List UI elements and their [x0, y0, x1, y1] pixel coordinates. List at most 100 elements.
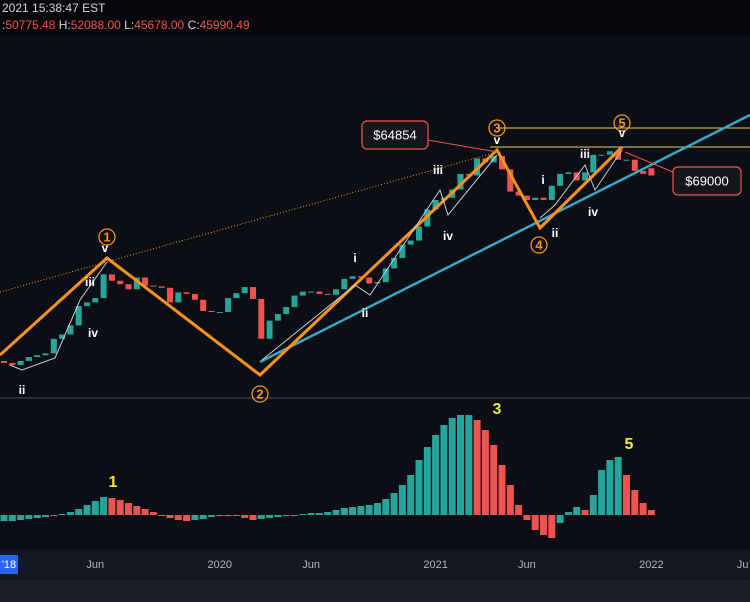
ohlc-label: C:: [188, 18, 200, 32]
histogram-bar: [531, 515, 539, 530]
time-axis: [0, 550, 750, 580]
candle: [382, 268, 389, 283]
header-ohlc: :50775.48 H:52088.00 L:45678.00 C:45990.…: [2, 18, 250, 32]
candle: [200, 299, 207, 311]
oscillator-label: 1: [109, 474, 118, 491]
dotted-trendline: [0, 151, 498, 293]
histogram-bar: [116, 500, 124, 515]
histogram-bar: [473, 420, 481, 515]
candle: [59, 334, 66, 339]
histogram-bar: [623, 475, 630, 515]
candle: [590, 154, 597, 173]
histogram-bar: [50, 515, 58, 516]
candle: [117, 280, 124, 285]
ohlc-value: 52088.00: [71, 18, 121, 32]
histogram-bar: [324, 512, 332, 515]
wave-label: i: [353, 251, 356, 265]
candle: [9, 362, 16, 366]
ohlc-value: 45990.49: [200, 18, 250, 32]
x-tick-label: Jun: [518, 559, 536, 571]
histogram-bar: [564, 512, 572, 515]
candle: [42, 353, 49, 356]
histogram-bar: [556, 515, 564, 523]
histogram-bar: [631, 490, 639, 515]
candle: [92, 298, 99, 303]
histogram-bar: [398, 485, 406, 515]
histogram-bar: [91, 501, 99, 515]
candle: [183, 292, 190, 294]
wave-label: iii: [580, 147, 590, 161]
candle: [548, 185, 555, 200]
histogram-bar: [33, 515, 41, 518]
candle: [557, 173, 564, 186]
candle: [100, 274, 107, 299]
x-tick-label: 2022: [639, 559, 663, 571]
candle: [150, 285, 157, 287]
histogram-bar: [415, 460, 423, 515]
candle: [366, 277, 373, 284]
histogram-bar: [598, 470, 606, 515]
histogram-bar: [249, 515, 257, 520]
candle: [1, 360, 7, 363]
histogram-bar: [83, 505, 91, 515]
price-callout: $69000: [685, 173, 728, 188]
candle: [50, 338, 57, 354]
candle: [515, 191, 522, 196]
callout-pointer: [624, 151, 674, 173]
candle: [167, 287, 173, 303]
wave-label: iv: [588, 205, 598, 219]
histogram-bar: [66, 512, 74, 515]
histogram-bar: [191, 515, 199, 520]
header-time: 2021 15:38:47 EST: [2, 1, 106, 15]
histogram-bar: [407, 475, 415, 515]
candle: [274, 314, 281, 321]
wave-label: 1: [103, 229, 110, 244]
candle: [75, 306, 82, 326]
histogram-bar: [307, 513, 315, 515]
histogram-bar: [25, 515, 33, 519]
candle: [175, 292, 182, 303]
candle: [391, 257, 398, 269]
candle: [623, 159, 630, 161]
histogram-bar: [365, 505, 373, 515]
candle: [648, 168, 655, 176]
candle: [598, 154, 605, 156]
ohlc-label: H:: [59, 18, 71, 32]
candle: [25, 357, 32, 361]
histogram-bar: [432, 435, 440, 515]
wave-circle: [530, 236, 548, 254]
histogram-bar: [349, 507, 357, 515]
cursor-date-box: [0, 555, 18, 574]
candle: [582, 172, 588, 181]
candle: [499, 155, 505, 170]
wave-label: iii: [85, 275, 95, 289]
candle: [208, 310, 215, 312]
histogram-bar: [523, 515, 531, 520]
wave-circle: [98, 228, 116, 246]
candle: [241, 287, 248, 294]
histogram-bar: [639, 503, 647, 515]
header-bar: [0, 0, 750, 36]
ohlc-label: :: [2, 18, 5, 32]
wave-label: v: [102, 241, 109, 255]
histogram-bar: [199, 515, 207, 519]
histogram-bar: [0, 515, 8, 521]
candle: [457, 173, 464, 190]
candle: [407, 240, 414, 245]
histogram-bar: [241, 515, 249, 518]
wave-circle: [613, 114, 631, 132]
x-tick-label: 2021: [423, 559, 447, 571]
bottom-bar: [0, 580, 750, 602]
histogram-bar: [581, 510, 589, 515]
wave-label: iv: [443, 229, 453, 243]
candle: [34, 355, 41, 358]
candle: [349, 276, 356, 279]
candle: [640, 170, 647, 174]
x-tick-label: Ju: [737, 559, 749, 571]
histogram-bar: [42, 515, 49, 517]
x-tick-label: Jun: [302, 559, 320, 571]
histogram-bar: [232, 515, 240, 516]
histogram-bar: [266, 515, 274, 518]
wave-circle: [488, 119, 506, 137]
candle: [225, 298, 232, 312]
